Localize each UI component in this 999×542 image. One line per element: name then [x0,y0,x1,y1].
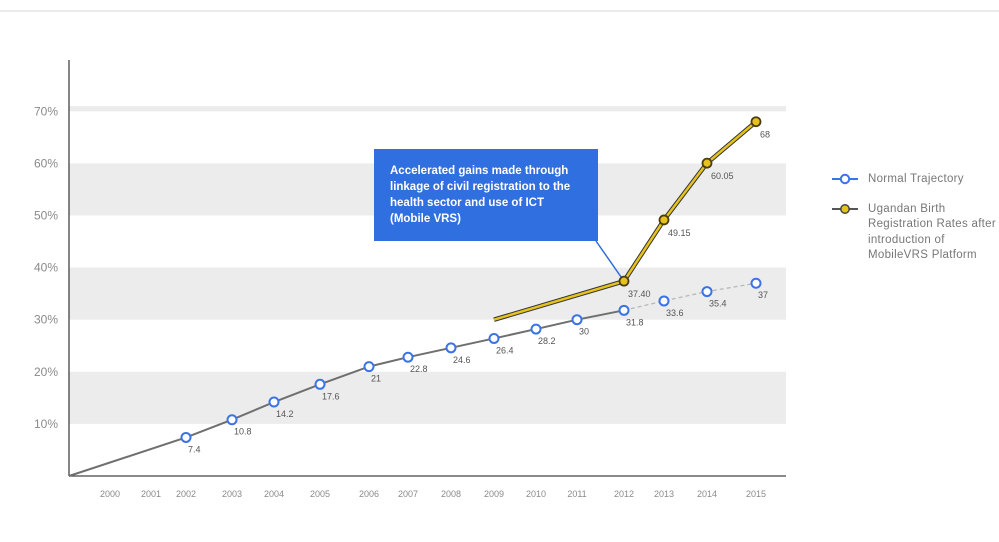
legend-swatch-mobile [832,203,858,214]
data-label-normal: 35.4 [709,299,727,309]
x-tick-label: 2002 [176,489,196,499]
data-label-normal: 28.2 [538,336,556,346]
callout-pointer [595,240,625,282]
data-label-normal: 17.6 [322,391,340,401]
marker-normal [445,342,457,354]
data-label-normal: 22.8 [410,364,428,374]
legend-item-normal: Normal Trajectory [832,172,997,188]
marker-normal [180,431,192,443]
x-tick-label: 2006 [359,489,379,499]
x-tick-label: 2003 [222,489,242,499]
data-label-normal: 21 [371,374,381,384]
data-label-normal: 33.6 [666,308,684,318]
marker-mobile [750,116,762,128]
marker-normal [701,286,713,298]
grid-band [69,371,786,424]
data-label-normal: 7.4 [188,444,201,454]
marker-normal [750,277,762,289]
x-tick-label: 2001 [141,489,161,499]
x-tick-label: 2011 [567,489,586,499]
data-label-mobile: 49.15 [668,228,691,238]
x-tick-label: 2012 [614,489,634,499]
data-label-normal: 31.8 [626,317,644,327]
legend-label-normal: Normal Trajectory [868,173,964,185]
x-tick-label: 2009 [484,489,504,499]
y-tick-label: 70% [34,104,58,118]
y-tick-label: 20% [34,365,58,379]
x-tick-label: 2010 [526,489,546,499]
grid-band [69,106,786,112]
series-line-normal-projection [623,282,757,311]
marker-normal [658,295,670,307]
x-tick-label: 2005 [310,489,330,499]
marker-normal [363,361,375,373]
marker-normal [226,414,238,426]
data-label-mobile: 37.40 [628,289,651,299]
legend-swatch-normal [832,173,858,185]
marker-normal [571,314,583,326]
marker-normal [488,332,500,344]
y-tick-label: 60% [34,156,58,170]
x-tick-label: 2015 [746,489,766,499]
y-tick-label: 30% [34,313,58,327]
legend: Normal Trajectory Ugandan Birth Registra… [832,172,997,278]
x-tick-label: 2000 [100,489,120,499]
data-label-normal: 14.2 [276,409,294,419]
data-label-mobile: 68 [760,130,770,140]
marker-normal [530,323,542,335]
data-label-normal: 24.6 [453,355,471,365]
callout-text: Accelerated gains made through linkage o… [390,165,571,225]
marker-mobile [658,214,670,226]
x-tick-label: 2004 [264,489,284,499]
x-tick-label: 2013 [654,489,674,499]
grid-band [69,267,786,320]
series-line-normal [68,309,625,477]
marker-normal [618,304,630,316]
marker-normal [314,378,326,390]
marker-mobile [701,157,713,169]
data-label-normal: 10.8 [234,427,252,437]
data-label-normal: 26.4 [496,345,514,355]
data-label-normal: 37 [758,290,768,300]
x-tick-label: 2007 [398,489,418,499]
y-tick-label: 40% [34,261,58,275]
data-label-mobile: 60.05 [711,171,734,181]
marker-mobile [618,275,630,287]
y-tick-label: 50% [34,209,58,223]
x-tick-label: 2008 [441,489,461,499]
marker-normal [268,396,280,408]
y-tick-label: 10% [34,417,58,431]
data-label-normal: 30 [579,327,589,337]
marker-normal [402,351,414,363]
legend-item-mobile: Ugandan Birth Registration Rates after i… [832,202,997,264]
x-tick-label: 2014 [697,489,717,499]
callout-box: Accelerated gains made through linkage o… [374,149,598,241]
legend-label-mobile: Ugandan Birth Registration Rates after i… [868,202,997,262]
